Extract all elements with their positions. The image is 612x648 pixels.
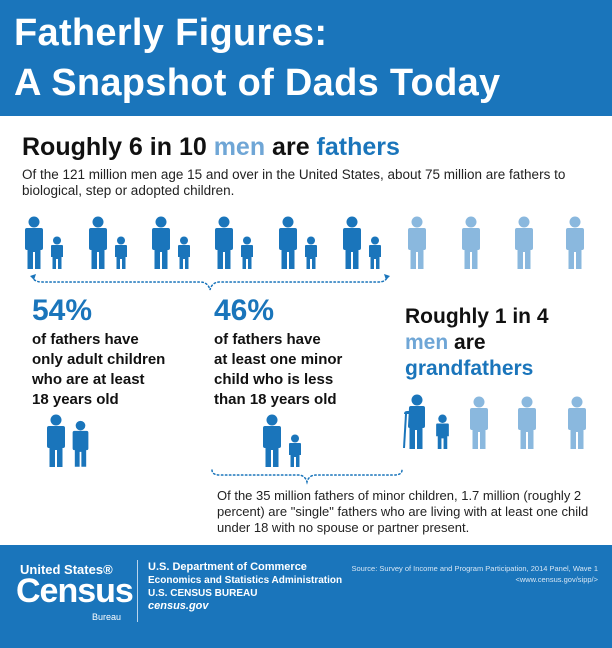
source-line1: Source: Survey of Income and Program Par…	[351, 564, 598, 573]
single-fathers-note: Of the 35 million fathers of minor child…	[217, 488, 589, 535]
page-title-line2: A Snapshot of Dads Today	[14, 62, 501, 104]
stat-54-desc-line: who are at least	[32, 371, 145, 388]
source-citation: Source: Survey of Income and Program Par…	[351, 563, 598, 585]
stat-46-desc-line: at least one minor	[214, 351, 343, 368]
grandfathers-line2: men are	[405, 330, 549, 356]
dept-line2: Economics and Statistics Administration	[148, 575, 343, 586]
stat-46-desc-line: child who is less	[214, 371, 334, 388]
father-with-child-icon	[89, 216, 127, 269]
stat-54-desc-line: of fathers have	[32, 331, 139, 348]
grandfather-with-cane-icon	[403, 394, 449, 449]
headline-part2: are	[265, 133, 317, 161]
stat-46-desc-line: than 18 years old	[214, 391, 337, 408]
stat-54-desc-line: 18 years old	[32, 391, 119, 408]
father-with-child-icon	[263, 414, 301, 467]
man-icon	[566, 216, 584, 269]
department-info: U.S. Department of Commerce Economics an…	[148, 561, 342, 613]
man-icon	[515, 216, 533, 269]
census-logo-top: United States®	[20, 562, 113, 577]
stat-46-desc-line: of fathers have	[214, 331, 321, 348]
man-icon	[568, 396, 586, 449]
man-icon	[518, 396, 536, 449]
father-with-child-icon	[279, 216, 317, 269]
grandfathers-men: men	[405, 331, 449, 354]
father-with-child-icon	[215, 216, 253, 269]
headline-part1: Roughly 6 in 10	[22, 133, 214, 161]
father-with-child-icon	[343, 216, 381, 269]
fathers-subtext: Of the 121 million men age 15 and over i…	[22, 167, 566, 198]
stat-54-value: 54%	[32, 294, 93, 327]
grandfathers-line3: grandfathers	[405, 357, 534, 380]
source-url[interactable]: <www.census.gov/sipp/>	[515, 575, 598, 584]
header-banner: Fatherly Figures: A Snapshot of Dads Tod…	[0, 0, 612, 116]
headline-fathers: fathers	[316, 133, 400, 161]
fathers-brace	[30, 274, 390, 291]
footer-divider	[137, 560, 138, 622]
man-icon	[470, 396, 488, 449]
stat-46-value: 46%	[214, 294, 275, 327]
census-logo-bureau: Bureau	[92, 612, 122, 622]
father-with-child-icon	[152, 216, 190, 269]
grandfathers-headline: Roughly 1 in 4 men are grandfathers	[405, 304, 549, 382]
minor-children-brace	[211, 469, 403, 485]
stat-54-description: of fathers have only adult children who …	[32, 330, 165, 410]
dept-line3: U.S. CENSUS BUREAU	[148, 588, 258, 599]
father-with-adult-child-icon	[47, 414, 89, 467]
headline-men: men	[213, 133, 266, 161]
stat-46-description: of fathers have at least one minor child…	[214, 330, 342, 410]
father-with-child-icon	[25, 216, 63, 269]
man-icon	[408, 216, 426, 269]
grandfathers-line1: Roughly 1 in 4	[405, 305, 549, 328]
page-title-line1: Fatherly Figures:	[14, 12, 328, 54]
grandfathers-are: are	[448, 331, 486, 354]
stat-54-desc-line: only adult children	[32, 351, 166, 368]
census-logo-wordmark: Census	[16, 572, 134, 610]
census-gov-link[interactable]: census.gov	[148, 600, 209, 612]
dept-line1: U.S. Department of Commerce	[148, 561, 307, 573]
man-icon	[462, 216, 480, 269]
fathers-headline: Roughly 6 in 10 men are fathers	[22, 133, 400, 162]
footer: United States® Census Bureau U.S. Depart…	[0, 545, 612, 648]
